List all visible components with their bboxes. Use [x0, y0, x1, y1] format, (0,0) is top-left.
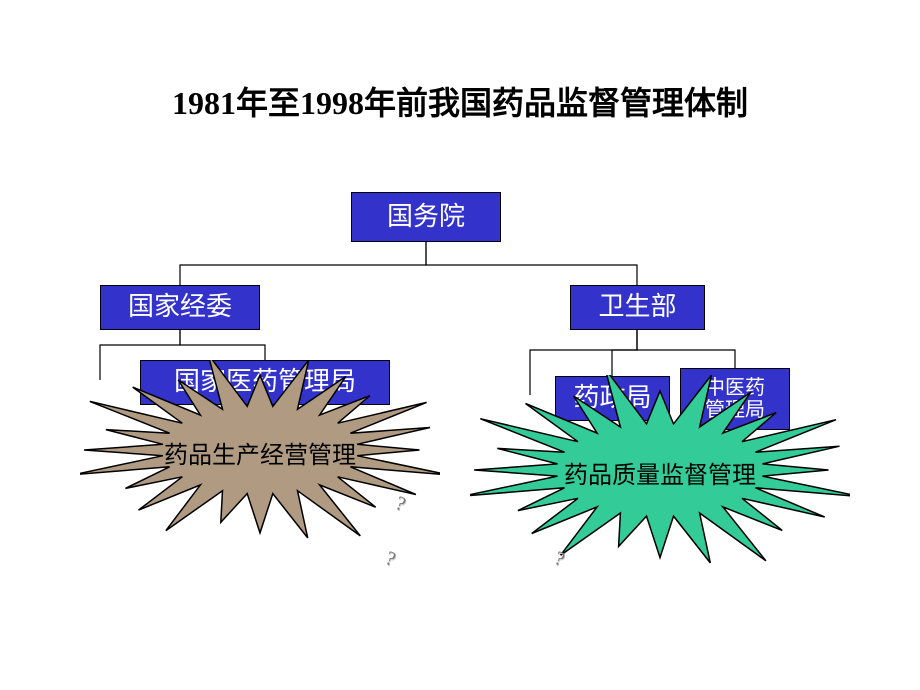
question-mark-icon: ? [551, 547, 567, 572]
node-economic-commission: 国家经委 [100, 285, 260, 330]
node-pharma-admin: 国家医药管理局 [140, 360, 390, 405]
question-mark-icon: ? [382, 547, 398, 572]
starburst-quality-mgmt-label: 药品质量监督管理 [520, 455, 800, 490]
node-health-ministry: 卫生部 [570, 285, 705, 330]
page-title: 1981年至1998年前我国药品监督管理体制 [0, 78, 920, 124]
question-mark-icon: ? [392, 492, 408, 517]
node-tcm-admin: 中医药 管理局 [680, 368, 790, 430]
node-drug-affairs-bureau: 药政局 [555, 376, 670, 421]
node-state-council: 国务院 [351, 192, 501, 242]
starburst-production-mgmt-label: 药品生产经营管理 [120, 435, 400, 470]
